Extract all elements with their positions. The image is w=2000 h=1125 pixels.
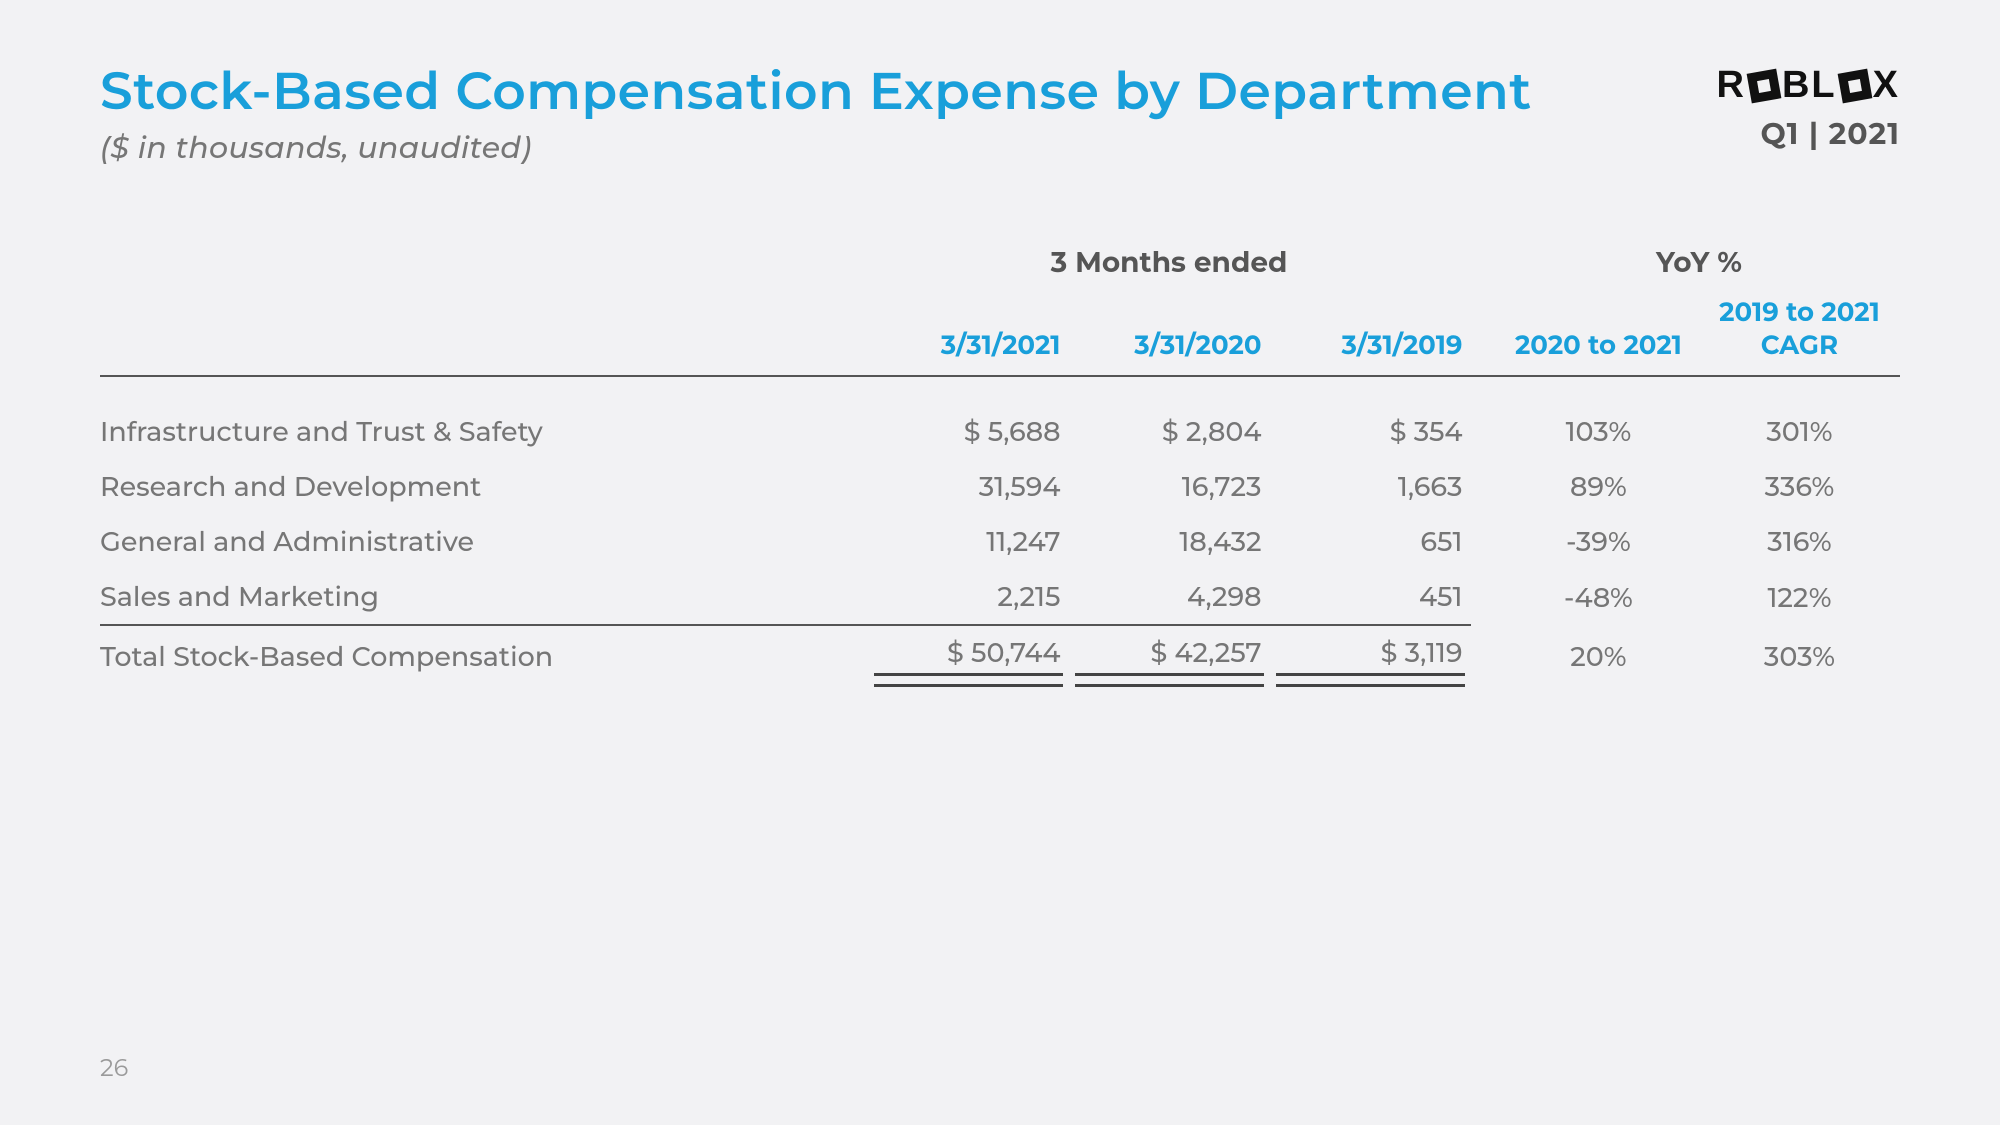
logo-block: R BL X Q1 | 2021 xyxy=(1717,60,1900,152)
cell: 18,432 xyxy=(1069,514,1270,569)
logo-text: R xyxy=(1717,64,1746,107)
col-header: 2019 to 2021 CAGR xyxy=(1699,286,1900,376)
logo-square-icon xyxy=(1837,68,1872,103)
header: Stock-Based Compensation Expense by Depa… xyxy=(100,60,1900,166)
page-title: Stock-Based Compensation Expense by Depa… xyxy=(100,60,1717,123)
logo-text: X xyxy=(1873,64,1900,107)
row-label: Research and Development xyxy=(100,459,868,514)
cell: 651 xyxy=(1270,514,1471,569)
cell: 16,723 xyxy=(1069,459,1270,514)
total-row: Total Stock-Based Compensation $ 50,744 … xyxy=(100,625,1900,687)
row-label: Sales and Marketing xyxy=(100,569,868,625)
table-wrap: 3 Months ended YoY % 3/31/2021 3/31/2020… xyxy=(100,236,1900,687)
cell: 336% xyxy=(1699,459,1900,514)
cell: 103% xyxy=(1498,404,1699,459)
table-row: Infrastructure and Trust & Safety $ 5,68… xyxy=(100,404,1900,459)
cell: $ 5,688 xyxy=(868,404,1069,459)
cell: -48% xyxy=(1498,569,1699,625)
cell: $ 2,804 xyxy=(1069,404,1270,459)
total-label: Total Stock-Based Compensation xyxy=(100,625,868,687)
cell: 11,247 xyxy=(868,514,1069,569)
total-cell: 303% xyxy=(1699,625,1900,687)
column-header-row: 3/31/2021 3/31/2020 3/31/2019 2020 to 20… xyxy=(100,286,1900,376)
col-header: 2020 to 2021 xyxy=(1498,286,1699,376)
table-row: Research and Development 31,594 16,723 1… xyxy=(100,459,1900,514)
cell: -39% xyxy=(1498,514,1699,569)
table-row: Sales and Marketing 2,215 4,298 451 -48%… xyxy=(100,569,1900,625)
slide: Stock-Based Compensation Expense by Depa… xyxy=(0,0,2000,1125)
table-row: General and Administrative 11,247 18,432… xyxy=(100,514,1900,569)
total-cell: $ 50,744 xyxy=(868,625,1069,687)
cell: 451 xyxy=(1270,569,1471,625)
page-number: 26 xyxy=(100,1054,128,1083)
group-header-yoy: YoY % xyxy=(1498,236,1900,286)
cell: $ 354 xyxy=(1270,404,1471,459)
cell: 2,215 xyxy=(868,569,1069,625)
total-cell: $ 3,119 xyxy=(1270,625,1471,687)
cell: 31,594 xyxy=(868,459,1069,514)
period-label: Q1 | 2021 xyxy=(1717,115,1900,152)
cell: 89% xyxy=(1498,459,1699,514)
page-subtitle: ($ in thousands, unaudited) xyxy=(100,129,1717,166)
row-label: General and Administrative xyxy=(100,514,868,569)
col-header: 3/31/2021 xyxy=(868,286,1069,376)
roblox-logo: R BL X xyxy=(1717,64,1900,107)
row-label: Infrastructure and Trust & Safety xyxy=(100,404,868,459)
cell: 4,298 xyxy=(1069,569,1270,625)
title-block: Stock-Based Compensation Expense by Depa… xyxy=(100,60,1717,166)
cell: 1,663 xyxy=(1270,459,1471,514)
cell: 316% xyxy=(1699,514,1900,569)
logo-square-icon xyxy=(1747,68,1782,103)
group-header-months: 3 Months ended xyxy=(868,236,1471,286)
logo-text: BL xyxy=(1782,64,1837,107)
col-header: 3/31/2019 xyxy=(1270,286,1471,376)
col-header: 3/31/2020 xyxy=(1069,286,1270,376)
total-cell: 20% xyxy=(1498,625,1699,687)
cell: 122% xyxy=(1699,569,1900,625)
cell: 301% xyxy=(1699,404,1900,459)
sbc-table: 3 Months ended YoY % 3/31/2021 3/31/2020… xyxy=(100,236,1900,687)
total-cell: $ 42,257 xyxy=(1069,625,1270,687)
group-header-row: 3 Months ended YoY % xyxy=(100,236,1900,286)
